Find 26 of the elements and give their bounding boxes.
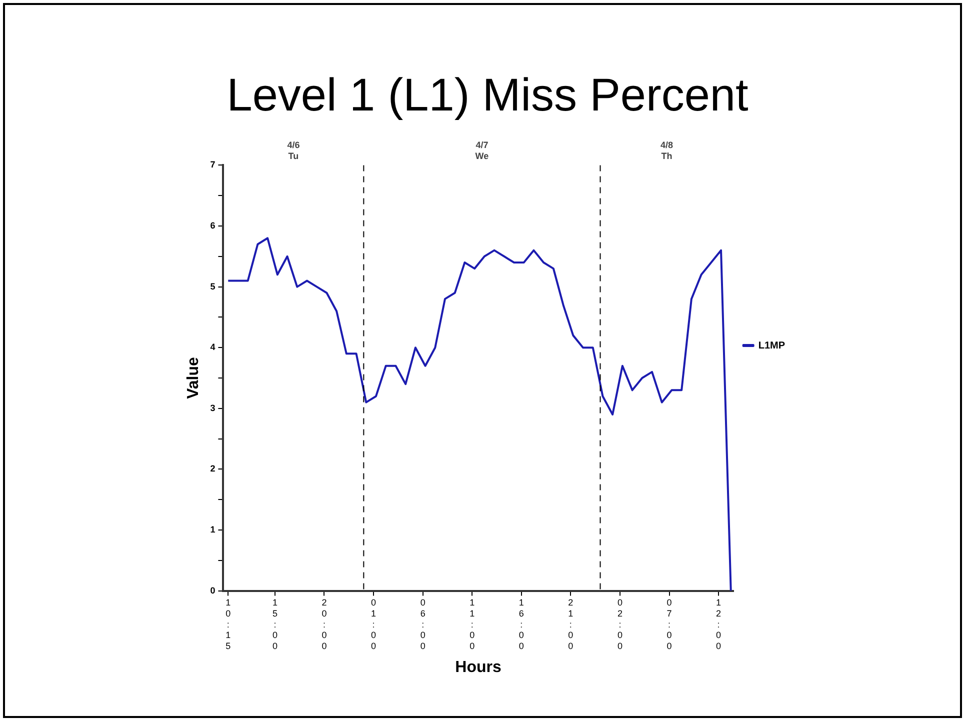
y-tick-label: 3 bbox=[210, 402, 216, 413]
x-axis-title: Hours bbox=[455, 658, 502, 676]
x-tick-label: 02:00 bbox=[617, 598, 622, 651]
y-tick-label: 6 bbox=[210, 220, 216, 230]
y-tick-label: 2 bbox=[210, 464, 216, 474]
text: 4/7 We bbox=[475, 140, 489, 162]
x-tick-label: 11:00 bbox=[470, 598, 475, 651]
x-tick-label: 01:00 bbox=[371, 598, 376, 651]
x-tick-label: 15:00 bbox=[272, 598, 278, 651]
y-tick-label: 5 bbox=[210, 281, 216, 292]
y-tick-label: 7 bbox=[210, 160, 216, 170]
x-tick-label: 21:00 bbox=[568, 598, 574, 651]
y-tick-label: 0 bbox=[210, 585, 216, 596]
x-tick-label: 10:15 bbox=[226, 598, 231, 651]
x-tick-label: 16:00 bbox=[518, 598, 524, 651]
chart-title: Level 1 (L1) Miss Percent bbox=[226, 68, 748, 120]
x-tick-label: 20:00 bbox=[322, 598, 327, 651]
text: 4/8 Th bbox=[660, 140, 674, 162]
x-tick-label: 06:00 bbox=[420, 598, 426, 651]
y-axis-title: Value bbox=[185, 357, 202, 399]
x-tick-label: 07:00 bbox=[666, 598, 672, 651]
text: 4/6 Tu bbox=[287, 140, 300, 162]
y-tick-label: 4 bbox=[210, 342, 216, 352]
x-tick-label: 12:00 bbox=[716, 598, 722, 651]
y-tick-label: 1 bbox=[210, 524, 216, 534]
legend-label: L1MP bbox=[758, 340, 786, 352]
